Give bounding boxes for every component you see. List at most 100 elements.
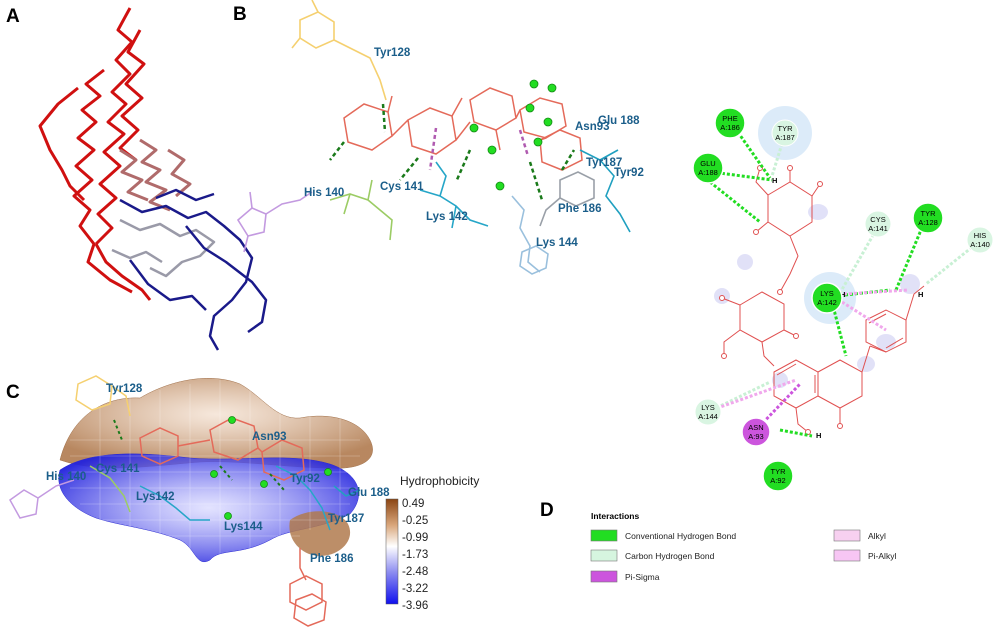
node-cys141-id: A:141: [868, 224, 888, 233]
node-asn93-id: A:93: [748, 432, 763, 441]
label-c-asn93: Asn93: [252, 431, 287, 443]
hyd-tick-4: -2.48: [402, 566, 428, 578]
node-his140-id: A:140: [970, 240, 990, 249]
node-cys141: CYS A:141: [864, 210, 892, 238]
node-his140: HIS A:140: [966, 226, 994, 254]
protein-ribbon-grey: [111, 218, 216, 278]
hyd-tick-2: -0.99: [402, 532, 428, 544]
residue-tyr187-sticks: [579, 149, 631, 233]
residue-phe186-sticks: [539, 171, 595, 227]
residue-nodes: PHE A:186 TYR A:187 GLU A:188 CYS A:141 …: [692, 107, 994, 492]
label-c-glu188: Glu 188: [348, 487, 390, 499]
residue-cys141-sticks: [329, 179, 393, 241]
panel-c-atom-markers: [210, 416, 332, 520]
legend-swatch-alkyl: [833, 529, 861, 542]
h-atom-3: H: [918, 290, 923, 299]
residue-his140-sticks: [236, 191, 313, 253]
node-tyr128-name: TYR: [921, 209, 937, 218]
hyd-tick-5: -3.22: [402, 583, 428, 595]
node-phe186-name: PHE: [722, 114, 737, 123]
node-lys142-id: A:142: [817, 298, 837, 307]
residue-tyr128-sticks: [291, 0, 387, 101]
node-tyr187-id: A:187: [775, 133, 795, 142]
node-tyr128-id: A:128: [918, 218, 938, 227]
hbond-dashes: [329, 103, 576, 201]
ligand-atom-markers: [469, 79, 557, 191]
legend-label-pi-alkyl: Pi-Alkyl: [868, 551, 896, 561]
ligand-2d-bonds: [721, 167, 925, 433]
protein-ribbon-blue: [119, 188, 268, 351]
label-c-lys144: Lys144: [224, 521, 263, 533]
hyd-tick-6: -3.96: [402, 600, 428, 612]
panel-c-sticks: [9, 375, 361, 627]
hydrophobicity-ticks: 0.49 -0.25 -0.99 -1.73 -2.48 -3.22 -3.96: [402, 498, 428, 612]
legend-swatch-pi-alkyl: [833, 549, 861, 562]
panel-2d-diagram: H H H H PHE A:186 TYR A:187 GLU A:188 CY…: [692, 106, 994, 492]
label-b-cys141: Cys 141: [380, 181, 424, 193]
residue-lys144-sticks: [511, 195, 549, 275]
node-cys141-name: CYS: [870, 215, 885, 224]
label-b-phe186: Phe 186: [558, 203, 601, 215]
label-b-tyr187: Tyr187: [586, 157, 622, 169]
panel-label-b: B: [233, 4, 247, 25]
label-b-his140: His 140: [304, 187, 344, 199]
node-asn93-name: ASN: [748, 423, 763, 432]
surface-pocket-brown: [289, 511, 351, 556]
legend-label-alkyl: Alkyl: [868, 531, 886, 541]
node-asn93: ASN A:93: [741, 417, 771, 447]
legend-label-carbon-hbond: Carbon Hydrogen Bond: [625, 551, 715, 561]
legend-label-pi-sigma: Pi-Sigma: [625, 572, 660, 582]
node-tyr92-id: A:92: [770, 476, 785, 485]
label-c-tyr92: Tyr92: [290, 473, 320, 485]
panel-label-a: A: [6, 6, 20, 27]
label-c-phe186: Phe 186: [310, 553, 353, 565]
label-c-his140: His 140: [46, 471, 86, 483]
node-glu188-id: A:188: [698, 168, 718, 177]
node-glu188: GLU A:188: [692, 152, 724, 184]
legend-title: Interactions: [591, 511, 639, 521]
h-atom-1: H: [772, 176, 777, 185]
h-atom-4: H: [816, 431, 821, 440]
node-tyr187-name: TYR: [778, 124, 794, 133]
panel-b: B: [233, 0, 644, 275]
panel-label-c: C: [6, 382, 20, 403]
node-tyr187: TYR A:187: [771, 119, 799, 147]
label-b-lys142: Lys 142: [426, 211, 468, 223]
panel-label-d: D: [540, 500, 554, 521]
hyd-tick-3: -1.73: [402, 549, 428, 561]
panel-d-legend: D Interactions Conventional Hydrogen Bon…: [540, 500, 896, 583]
label-b-tyr92: Tyr92: [614, 167, 644, 179]
label-c-tyr128: Tyr128: [106, 383, 143, 395]
node-lys142-name: LYS: [820, 289, 834, 298]
label-b-lys144: Lys 144: [536, 237, 578, 249]
node-phe186-id: A:186: [720, 123, 740, 132]
node-lys144-id: A:144: [698, 412, 718, 421]
label-b-asn93: Asn93: [575, 121, 610, 133]
node-lys142: LYS A:142: [811, 282, 843, 314]
protein-ribbon-pink: [119, 138, 192, 212]
hydrophobicity-colorbar: [385, 498, 399, 605]
hyd-tick-1: -0.25: [402, 515, 428, 527]
protein-ribbon-red: [38, 7, 152, 301]
label-c-tyr187: Tyr187: [328, 513, 364, 525]
label-b-tyr128: Tyr128: [374, 47, 411, 59]
node-his140-name: HIS: [974, 231, 987, 240]
node-lys144: LYS A:144: [694, 398, 722, 426]
hydrophobic-surface-blue: [58, 453, 359, 563]
panel-c: C: [6, 375, 479, 627]
label-c-cys141: Cys 141: [96, 463, 140, 475]
legend-swatch-conventional-hbond: [590, 529, 618, 542]
node-tyr92-name: TYR: [771, 467, 787, 476]
legend-swatch-pi-sigma: [590, 570, 618, 583]
label-c-lys142: Lys142: [136, 491, 175, 503]
ligand-2d-atoms: [719, 165, 843, 435]
node-glu188-name: GLU: [700, 159, 715, 168]
hyd-tick-0: 0.49: [402, 498, 424, 510]
panel-a: A: [6, 6, 268, 351]
legend-swatch-carbon-hbond: [590, 549, 618, 562]
node-lys144-name: LYS: [701, 403, 715, 412]
node-tyr128: TYR A:128: [912, 202, 944, 234]
h-atom-2: H: [840, 290, 845, 299]
node-tyr92: TYR A:92: [762, 460, 794, 492]
